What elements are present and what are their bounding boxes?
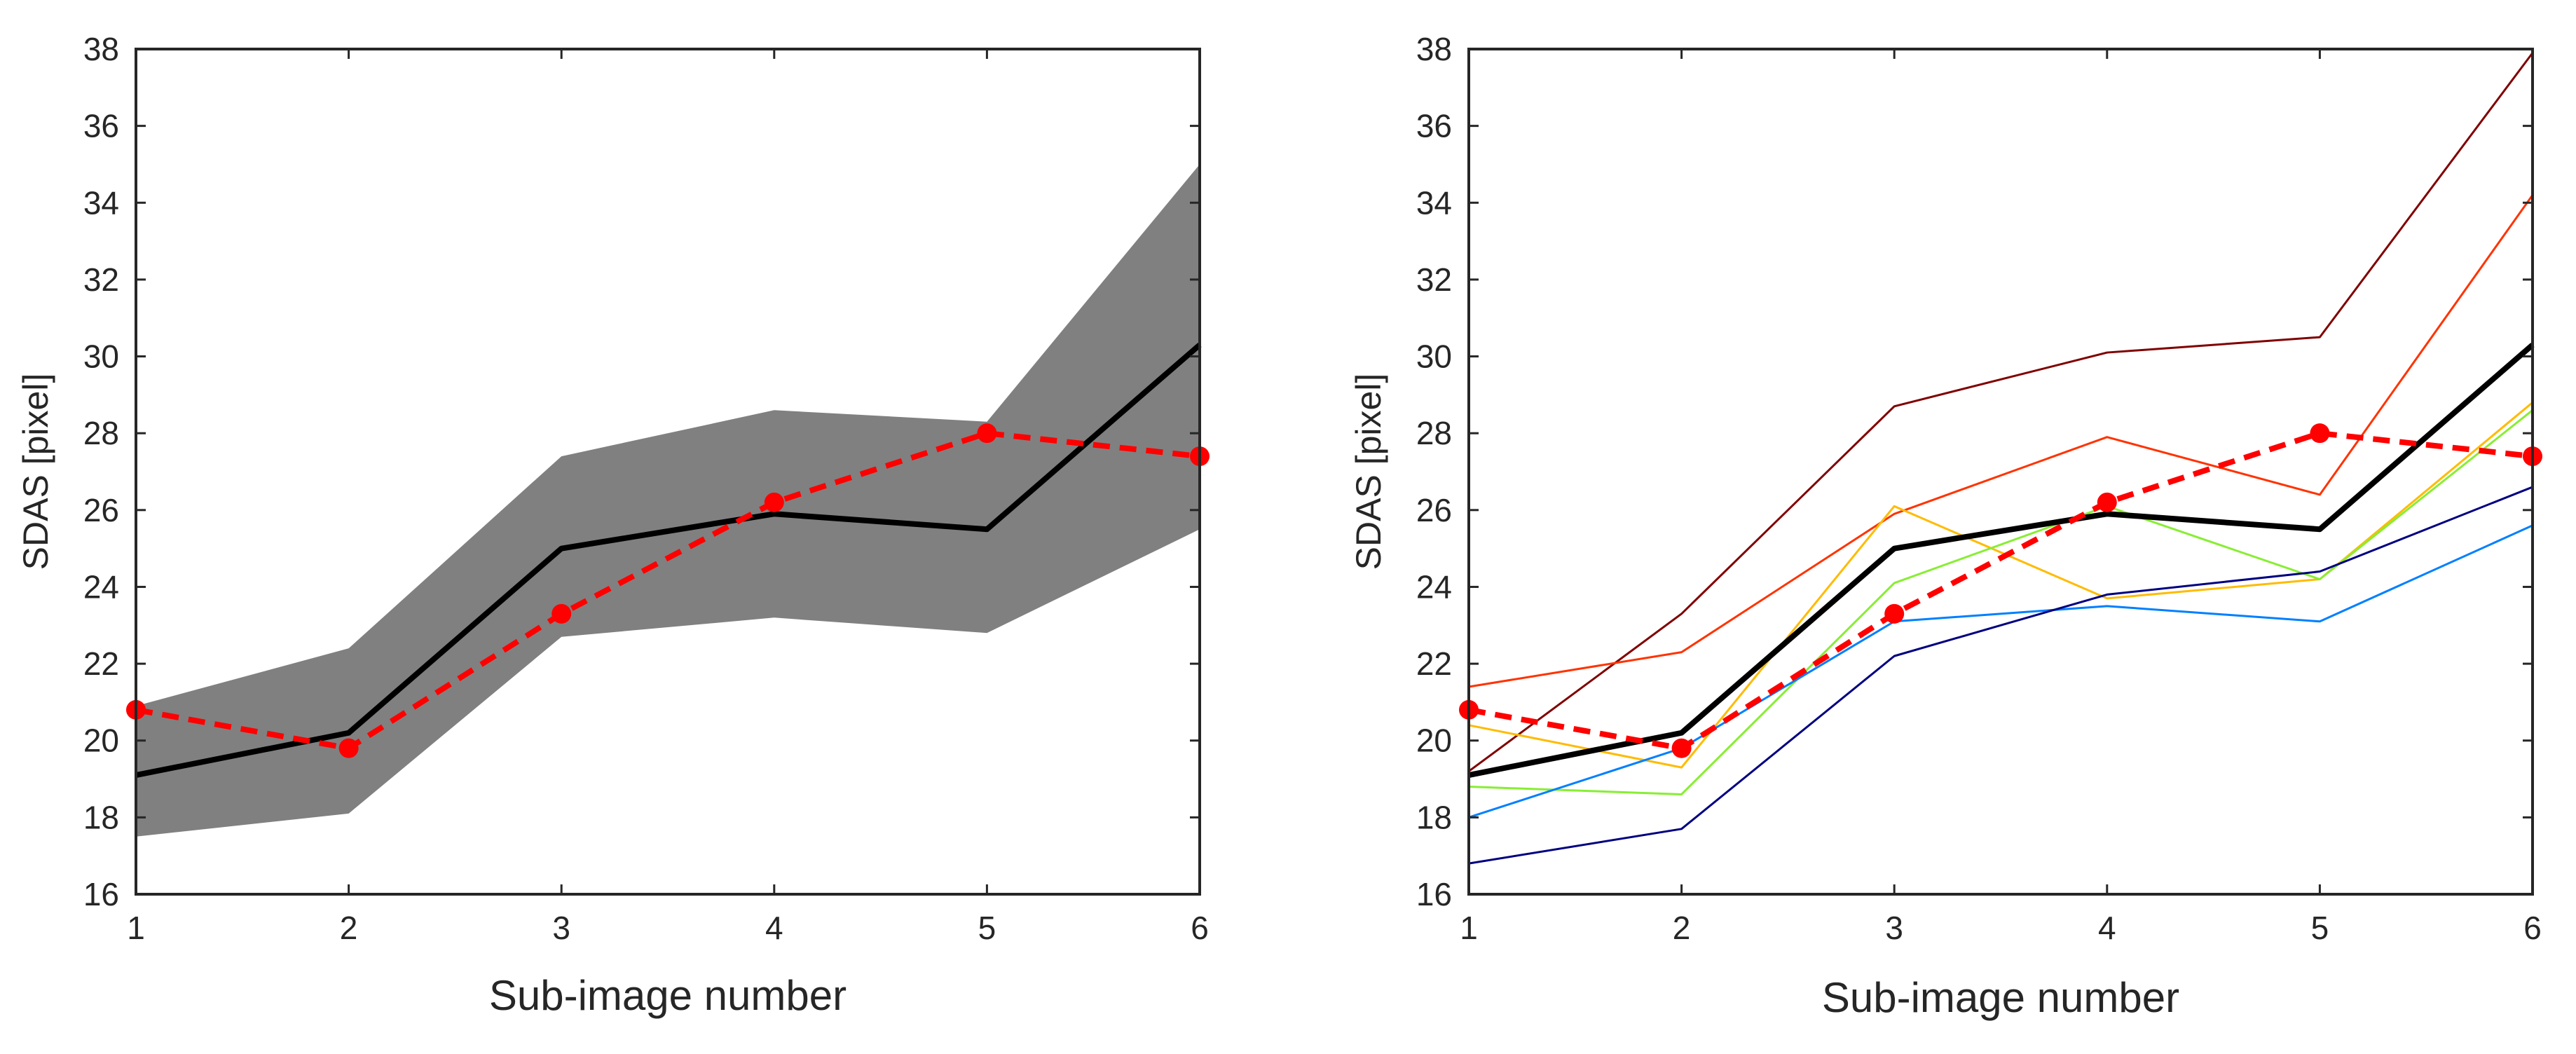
series-line-2 <box>135 430 1200 751</box>
x-tick-label: 3 <box>552 910 570 946</box>
series-marker <box>551 603 572 624</box>
series-line-2 <box>1468 194 2534 688</box>
series-line-1 <box>135 343 1202 778</box>
series-marker <box>977 423 997 444</box>
x-tick-label: 4 <box>2098 910 2116 946</box>
y-tick-label: 18 <box>1416 799 1452 835</box>
x-tick-label: 6 <box>2523 910 2542 946</box>
y-tick-label: 38 <box>1416 31 1452 67</box>
series-line-6 <box>1468 486 2533 865</box>
x-tick-label: 5 <box>978 910 996 946</box>
y-tick-label: 20 <box>1416 723 1452 759</box>
series-line-4 <box>1468 409 2533 795</box>
series-line-7 <box>1468 343 2535 778</box>
x-tick-label: 2 <box>1673 910 1691 946</box>
y-tick-label: 30 <box>83 338 119 375</box>
y-tick-label: 20 <box>83 723 119 759</box>
plot-area <box>1469 49 2533 894</box>
y-tick-label: 34 <box>1416 184 1452 221</box>
y-tick-label: 26 <box>1416 492 1452 528</box>
y-tick-label: 38 <box>83 31 119 67</box>
y-tick-label: 16 <box>83 876 119 912</box>
x-tick-label: 6 <box>1191 910 1209 946</box>
y-axis-label: SDAS [pixel] <box>1349 374 1388 570</box>
y-tick-label: 34 <box>83 184 119 221</box>
x-axis-label: Sub-image number <box>1822 974 2179 1021</box>
series-marker <box>1671 738 1692 758</box>
series-line-1 <box>1468 52 2534 772</box>
y-tick-label: 24 <box>1416 568 1452 605</box>
x-tick-label: 3 <box>1885 910 1903 946</box>
y-tick-label: 26 <box>83 492 119 528</box>
series-line-8 <box>1468 430 2533 751</box>
axes-frame <box>135 48 1201 896</box>
y-tick-label: 36 <box>1416 108 1452 144</box>
y-tick-label: 36 <box>83 108 119 144</box>
series-marker <box>338 738 359 758</box>
series-marker <box>2310 423 2330 444</box>
y-tick-label: 28 <box>1416 415 1452 451</box>
y-tick-label: 32 <box>1416 261 1452 298</box>
y-tick-label: 28 <box>83 415 119 451</box>
y-axis-label: SDAS [pixel] <box>16 374 55 570</box>
y-tick-label: 18 <box>83 799 119 835</box>
series-line-5 <box>1468 524 2533 819</box>
range-band <box>136 164 1200 837</box>
y-tick-label: 22 <box>83 645 119 682</box>
series-marker <box>2097 492 2117 512</box>
x-axis-label: Sub-image number <box>489 972 847 1019</box>
x-tick-label: 4 <box>765 910 783 946</box>
x-tick-label: 1 <box>127 910 145 946</box>
x-tick-label: 5 <box>2311 910 2329 946</box>
series-marker <box>764 492 784 512</box>
axes-frame <box>1467 48 2534 896</box>
y-tick-label: 30 <box>1416 338 1452 375</box>
x-tick-label: 2 <box>340 910 358 946</box>
x-tick-label: 1 <box>1460 910 1478 946</box>
y-tick-label: 22 <box>1416 645 1452 682</box>
y-tick-label: 24 <box>83 568 119 605</box>
series-marker <box>1884 603 1905 624</box>
y-tick-label: 16 <box>1416 876 1452 912</box>
y-tick-label: 32 <box>83 261 119 298</box>
